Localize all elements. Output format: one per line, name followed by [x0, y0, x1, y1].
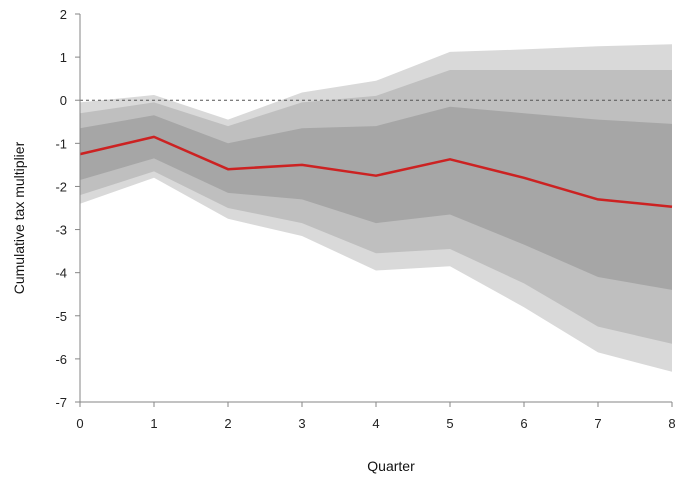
- y-tick-labels: 2 1 0 -1 -2 -3 -4 -5 -6 -7: [55, 7, 67, 410]
- y-tick-label: -5: [55, 309, 67, 324]
- y-tick-label: -2: [55, 179, 67, 194]
- x-tick-label: 7: [594, 416, 601, 431]
- x-tick-label: 3: [298, 416, 305, 431]
- y-tick-label: 2: [60, 7, 67, 22]
- confidence-band-3: [80, 106, 672, 290]
- x-axis-label: Quarter: [367, 458, 415, 474]
- y-tick-label: -7: [55, 395, 67, 410]
- x-tick-label: 8: [668, 416, 675, 431]
- y-tick-label: 1: [60, 50, 67, 65]
- series-line-1: [79, 135, 673, 208]
- x-tick-label: 2: [224, 416, 231, 431]
- y-tick-label: -1: [55, 136, 67, 151]
- x-tick-labels: 0 1 2 3 4 5 6 7 8: [76, 416, 675, 431]
- x-tick-label: 4: [372, 416, 379, 431]
- x-tick-label: 5: [446, 416, 453, 431]
- y-axis-label: Cumulative tax multiplier: [11, 141, 27, 294]
- x-tick-label: 6: [520, 416, 527, 431]
- axes: [75, 13, 673, 407]
- confidence-bands: [80, 44, 672, 372]
- y-tick-label: -3: [55, 223, 67, 238]
- y-tick-label: -4: [55, 266, 67, 281]
- y-tick-label: -6: [55, 352, 67, 367]
- x-tick-label: 1: [150, 416, 157, 431]
- x-tick-label: 0: [76, 416, 83, 431]
- series-lines: [79, 135, 673, 208]
- y-tick-label: 0: [60, 93, 67, 108]
